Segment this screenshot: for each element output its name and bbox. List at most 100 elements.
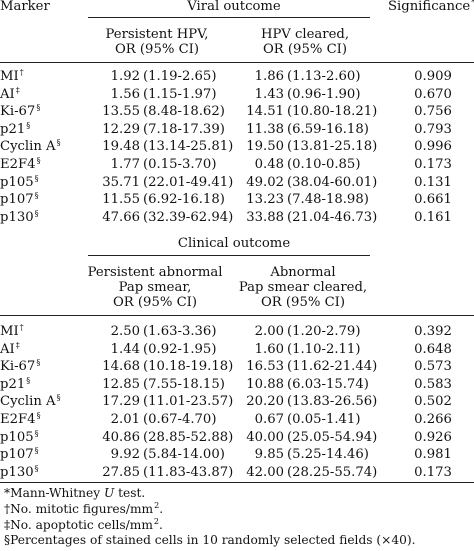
significance-footnote-mark: * bbox=[471, 0, 474, 7]
footnote-superscript: 2 bbox=[153, 516, 159, 526]
significance-value: 0.266 bbox=[414, 412, 452, 427]
ci-group1: (7.18-17.39) bbox=[143, 121, 225, 137]
marker-cell: Cyclin A§ bbox=[0, 138, 61, 155]
significance-value: 0.583 bbox=[414, 376, 452, 392]
odds-ratio-group1: 35.71 bbox=[102, 174, 140, 190]
ci-group1: (1.63-3.36) bbox=[143, 324, 217, 339]
significance-value: 0.670 bbox=[414, 86, 452, 102]
viral-col2-header-line2: OR (95% CI) bbox=[262, 42, 348, 57]
marker-footnote-mark: § bbox=[56, 393, 61, 403]
odds-ratio-group1: 1.56 bbox=[110, 86, 140, 102]
ci-group1: (5.84-14.00) bbox=[143, 447, 225, 463]
ci-group2: (21.04-46.73) bbox=[287, 209, 378, 225]
odds-ratio-group2: 0.67 bbox=[254, 412, 284, 427]
marker-footnote-mark: ‡ bbox=[15, 340, 20, 350]
marker-name: MI bbox=[0, 324, 19, 339]
viral-col1-header-line1: Persistent HPV, bbox=[105, 27, 209, 42]
odds-ratio-group2: 42.00 bbox=[246, 464, 284, 480]
odds-ratio-group1: 1.44 bbox=[110, 341, 140, 357]
odds-ratio-group1: 12.29 bbox=[102, 121, 140, 137]
marker-cell: E2F4§ bbox=[0, 156, 41, 173]
odds-ratio-group1: 11.55 bbox=[102, 192, 140, 208]
marker-name: p107 bbox=[0, 447, 34, 463]
significance-label: Significance bbox=[388, 0, 471, 14]
odds-ratio-group2: 0.48 bbox=[254, 157, 284, 172]
odds-ratio-group1: 2.50 bbox=[110, 324, 140, 339]
marker-footnote-mark: § bbox=[36, 156, 41, 165]
marker-cell: E2F4§ bbox=[0, 411, 41, 428]
marker-cell: AI‡ bbox=[0, 86, 20, 102]
ci-group1: (0.15-3.70) bbox=[143, 157, 217, 172]
marker-name: p107 bbox=[0, 192, 34, 208]
marker-footnote-mark: § bbox=[34, 463, 39, 473]
ci-group2: (6.59-16.18) bbox=[287, 121, 369, 137]
marker-column-header: Marker bbox=[0, 0, 50, 14]
odds-ratio-group2: 14.51 bbox=[246, 104, 284, 120]
marker-name: E2F4 bbox=[0, 157, 36, 172]
ci-group1: (10.18-19.18) bbox=[143, 359, 234, 375]
marker-name: MI bbox=[0, 69, 19, 84]
marker-footnote-mark: † bbox=[19, 68, 24, 77]
significance-value: 0.131 bbox=[414, 174, 452, 190]
ci-group1: (0.92-1.95) bbox=[143, 341, 217, 357]
ci-group2: (10.80-18.21) bbox=[287, 104, 378, 120]
marker-name: Ki-67 bbox=[0, 104, 36, 120]
ci-group1: (6.92-16.18) bbox=[143, 192, 225, 208]
viral-outcome-title: Viral outcome bbox=[187, 0, 281, 14]
ci-group1: (28.85-52.88) bbox=[143, 429, 234, 445]
ci-group2: (1.13-2.60) bbox=[287, 69, 361, 84]
ci-group1: (0.67-4.70) bbox=[143, 412, 217, 427]
marker-cell: p21§ bbox=[0, 120, 31, 137]
odds-ratio-group1: 47.66 bbox=[102, 209, 140, 225]
footnote-suffix: . bbox=[158, 517, 163, 532]
marker-footnote-mark: § bbox=[36, 358, 41, 368]
ci-group2: (0.05-1.41) bbox=[287, 412, 361, 427]
ci-group1: (1.19-2.65) bbox=[143, 69, 217, 84]
odds-ratio-group2: 19.50 bbox=[246, 139, 284, 155]
odds-ratio-group2: 11.38 bbox=[246, 121, 284, 137]
marker-footnote-mark: § bbox=[36, 103, 41, 113]
marker-cell: p130§ bbox=[0, 209, 39, 225]
ci-group2: (1.20-2.79) bbox=[287, 324, 361, 339]
marker-name: p21 bbox=[0, 376, 26, 392]
marker-name: p130 bbox=[0, 464, 34, 480]
odds-ratio-group1: 1.92 bbox=[110, 69, 140, 84]
viral-outcome-rule bbox=[88, 17, 370, 18]
marker-name: p105 bbox=[0, 429, 34, 445]
odds-ratio-group1: 40.86 bbox=[102, 429, 140, 445]
significance-value: 0.981 bbox=[414, 447, 452, 463]
ci-group2: (1.10-2.11) bbox=[287, 341, 361, 357]
ci-group1: (11.83-43.87) bbox=[143, 464, 234, 480]
table-bottom-rule bbox=[0, 482, 474, 483]
significance-value: 0.793 bbox=[414, 121, 452, 137]
clinical-outcome-rule bbox=[88, 255, 370, 256]
footnote-mark: ‡ bbox=[4, 517, 11, 532]
marker-footnote-mark: § bbox=[26, 120, 31, 130]
clinical-col1-header-line3: OR (95% CI) bbox=[112, 295, 198, 310]
odds-ratio-group2: 1.86 bbox=[254, 69, 284, 84]
odds-ratio-group2: 10.88 bbox=[246, 376, 284, 392]
marker-name: Ki-67 bbox=[0, 359, 36, 375]
footnote-mark: † bbox=[4, 501, 11, 516]
significance-value: 0.926 bbox=[414, 429, 452, 445]
ci-group1: (11.01-23.57) bbox=[143, 394, 234, 410]
ci-group2: (38.04-60.01) bbox=[287, 174, 378, 190]
odds-ratio-group1: 9.92 bbox=[110, 447, 140, 463]
significance-value: 0.392 bbox=[414, 324, 452, 339]
marker-cell: p107§ bbox=[0, 447, 39, 463]
footnote-text: Mann-Whitney bbox=[10, 486, 104, 500]
marker-footnote-mark: § bbox=[26, 375, 31, 385]
marker-name: p130 bbox=[0, 209, 34, 225]
marker-footnote-mark: § bbox=[56, 138, 61, 148]
marker-footnote-mark: § bbox=[36, 411, 41, 420]
odds-ratio-group1: 1.77 bbox=[110, 157, 140, 172]
odds-ratio-group2: 40.00 bbox=[246, 429, 284, 445]
footnote: §Percentages of stained cells in 10 rand… bbox=[4, 533, 415, 547]
clinical-header-rule bbox=[0, 315, 474, 316]
significance-value: 0.161 bbox=[414, 209, 452, 225]
marker-cell: Ki-67§ bbox=[0, 358, 41, 375]
marker-cell: MI† bbox=[0, 324, 24, 340]
ci-group2: (0.96-1.90) bbox=[287, 86, 361, 102]
ci-group2: (25.05-54.94) bbox=[287, 429, 378, 445]
